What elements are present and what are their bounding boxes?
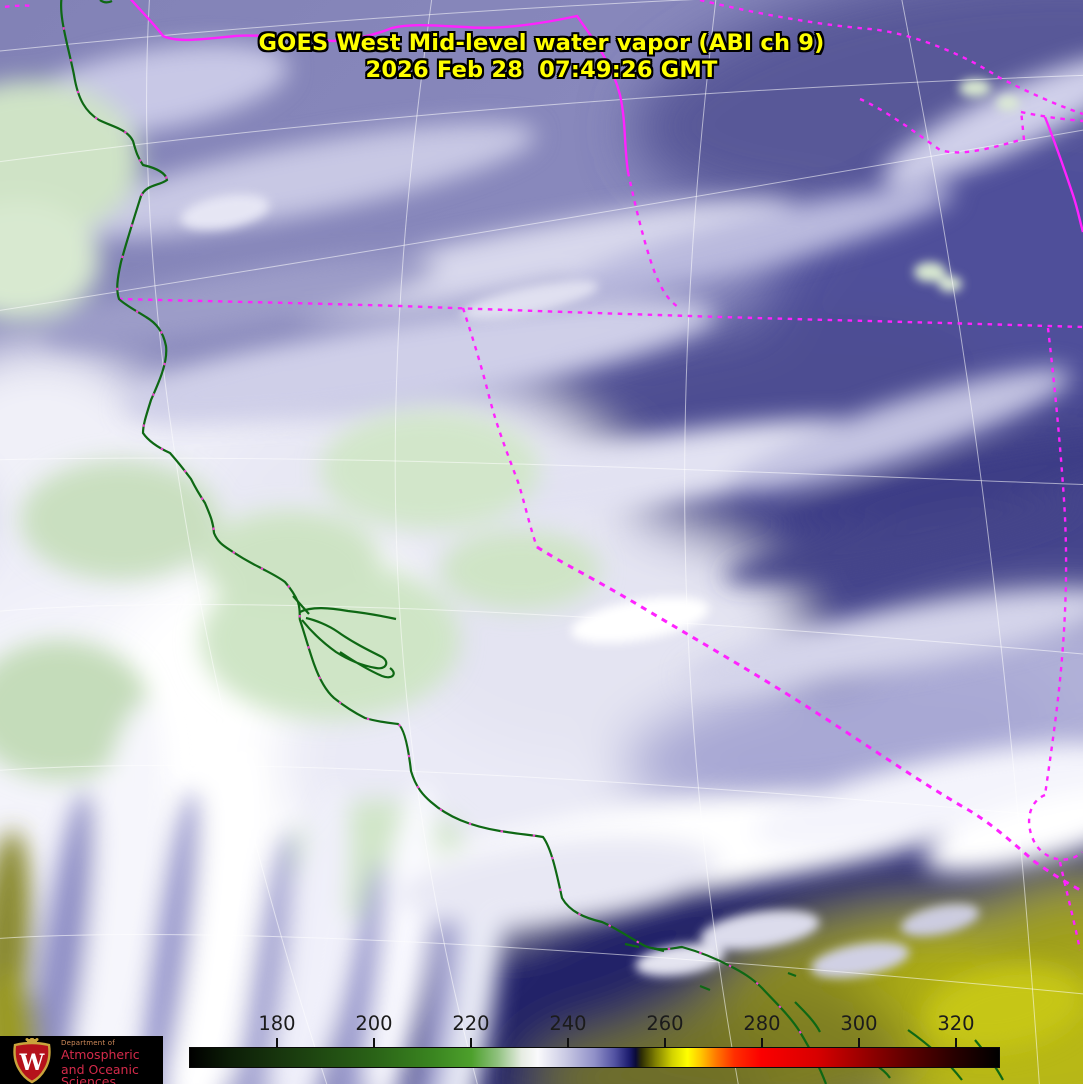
- border-top-left-corner: [0, 4, 35, 9]
- state-borders: [0, 0, 1083, 951]
- border-oregon-washington: [129, 0, 630, 173]
- border-nevada-utah: [1043, 327, 1068, 796]
- image-title: GOES West Mid-level water vapor (ABI ch …: [258, 30, 825, 56]
- coastline-channel-islands: [624, 942, 797, 992]
- uw-aos-logo: W Department of Atmospheric and Oceanic …: [0, 1036, 163, 1084]
- colorbar-tick-mark: [566, 1038, 569, 1047]
- colorbar-tick-mark: [469, 1038, 472, 1047]
- colorbar-gradient: [190, 1048, 999, 1067]
- colorbar-tick-label: 220: [452, 1012, 490, 1035]
- coastline-sf-bay: [299, 607, 397, 679]
- colorbar-tick-mark: [275, 1038, 278, 1047]
- colorbar-tick-label: 240: [549, 1012, 587, 1035]
- border-idaho-west: [626, 171, 679, 308]
- colorbar-tick-label: 200: [355, 1012, 393, 1035]
- logo-name-line2: and Oceanic Sciences: [61, 1061, 139, 1084]
- colorbar: 180 200 220 240 260 280 300 320: [189, 1012, 1000, 1072]
- border-idaho-wyoming: [1043, 116, 1083, 233]
- colorbar-tick-mark: [760, 1038, 763, 1047]
- image-timestamp: 2026 Feb 28 07:49:26 GMT: [365, 57, 718, 83]
- colorbar-tick-mark: [857, 1038, 860, 1047]
- colorbar-tick-mark: [663, 1038, 666, 1047]
- colorbar-scale: [189, 1047, 1000, 1068]
- coastline-pacific: [60, 0, 828, 1084]
- logo-name-line1: Atmospheric: [61, 1047, 140, 1062]
- logo-dept-label: Department of: [61, 1039, 115, 1047]
- cloud-streaks: [0, 43, 1083, 1084]
- border-idaho-montana-upper: [699, 0, 1083, 116]
- colorbar-tick-label: 280: [743, 1012, 781, 1035]
- border-california-nevada-north: [461, 307, 539, 548]
- cloud-details: [180, 79, 1020, 978]
- border-colorado-river-loop: [1028, 793, 1083, 951]
- colorbar-tick-mark: [372, 1038, 375, 1047]
- coastline-point-reyes: [292, 595, 310, 615]
- border-42n-california-oregon: [117, 297, 1083, 329]
- uw-crest-icon: W: [13, 1038, 51, 1084]
- colorbar-tick-label: 320: [937, 1012, 975, 1035]
- colorbar-tick-label: 180: [258, 1012, 296, 1035]
- border-california-nevada-diagonal: [536, 545, 1083, 894]
- colorbar-tick-mark: [954, 1038, 957, 1047]
- colorbar-tick-label: 300: [840, 1012, 878, 1035]
- colorbar-tick-label: 260: [646, 1012, 684, 1035]
- crest-letter: W: [19, 1050, 45, 1076]
